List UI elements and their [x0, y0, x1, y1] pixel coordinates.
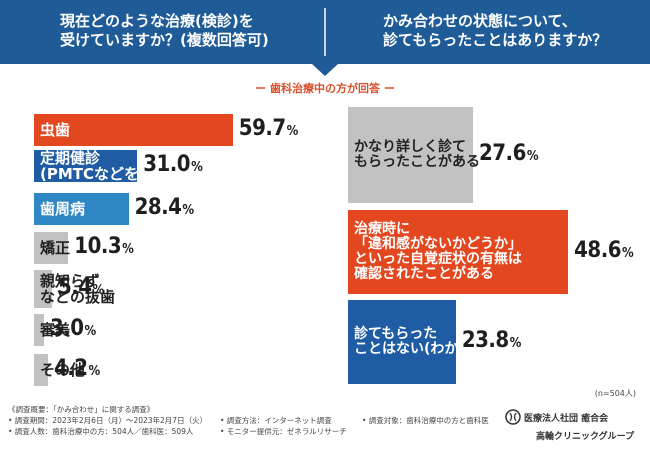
right-value-number-2: 23.8	[461, 328, 509, 353]
left-bar-label-4: 親知らず などの抜歯	[40, 272, 116, 306]
org-group-name: 高輪クリニックグループ	[536, 432, 635, 442]
footer-survey-method: • 調査方法：インターネット調査	[220, 416, 332, 425]
left-bar-label-0: 虫歯	[40, 121, 71, 139]
left-value-unit-3: %	[122, 242, 134, 257]
left-question-title: 現在どのような治療(検診)を 受けていますか？(複数回答可)	[60, 12, 269, 49]
right-bar-label-2: 診てもらった ことはない(わからない)	[354, 326, 507, 357]
right-value-number-0: 27.6	[479, 141, 526, 166]
left-bar-label-2: 歯周病	[40, 200, 86, 218]
right-bar-2	[348, 300, 456, 384]
left-value-4: 5.4%	[58, 275, 104, 300]
left-bar-6	[34, 354, 48, 386]
right-bar-label-1: 治療時に 「違和感がないかどうか」 といった自覚症状の有無は 確認されたことがあ…	[354, 221, 522, 282]
right-bar-0	[348, 107, 474, 203]
left-value-0: 59.7%	[238, 116, 299, 141]
left-value-number-5: 3.0	[49, 316, 84, 341]
right-value-1: 48.6%	[574, 238, 634, 263]
right-value-2: 23.8%	[461, 328, 522, 353]
right-value-0: 27.6%	[479, 141, 539, 166]
left-bar-4	[34, 270, 52, 308]
footer-survey-count: • 調査人数：歯科治療中の方：504人／歯科医：509人	[8, 427, 194, 436]
right-value-unit-1: %	[622, 246, 634, 261]
footer-survey-period: • 調査期間：2023年2月6日（月）～2023年2月7日（火）	[8, 416, 208, 425]
sample-size-note: (n=504人)	[594, 389, 636, 398]
left-bar-label-6: その他	[40, 361, 86, 379]
left-bar-label-1: 定期健診 (PMTCなどを含む)	[40, 149, 176, 183]
left-value-unit-4: %	[92, 283, 105, 298]
right-bar-label-0: かなり詳しく診て もらったことがある	[354, 139, 480, 170]
footer-survey-target: • 調査対象：歯科治療中の方と歯科医	[362, 416, 489, 425]
left-value-number-2: 28.4	[134, 195, 182, 220]
left-bar-1	[34, 150, 138, 182]
left-bar-5	[34, 314, 44, 346]
left-value-number-0: 59.7	[238, 116, 286, 141]
left-value-1: 31.0%	[143, 152, 203, 177]
left-bar-label-3: 矯正	[40, 239, 71, 257]
left-value-unit-1: %	[191, 160, 203, 175]
left-bar-3	[34, 232, 69, 264]
respondent-subtitle: ー 歯科治療中の方が回答 ー	[255, 82, 395, 95]
left-value-unit-6: %	[88, 364, 101, 379]
left-value-3: 10.3%	[74, 234, 134, 259]
left-value-unit-2: %	[182, 203, 194, 218]
org-name: 医療法人社団 癒合会	[524, 414, 609, 424]
right-value-unit-2: %	[509, 336, 522, 351]
right-value-unit-0: %	[526, 149, 539, 164]
clinic-logo	[505, 409, 521, 425]
left-value-unit-0: %	[286, 124, 299, 139]
right-question-title: かみ合わせの状態について、 診てもらったことはありますか？	[383, 12, 608, 49]
left-value-number-6: 4.2	[53, 356, 88, 381]
left-value-number-4: 5.4	[57, 275, 92, 300]
left-bar-0	[34, 114, 233, 146]
left-value-number-3: 10.3	[74, 234, 122, 259]
left-value-6: 4.2%	[54, 356, 100, 381]
left-value-5: 3.0%	[50, 316, 96, 341]
left-bar-2	[34, 193, 129, 225]
left-value-number-1: 31.0	[143, 152, 191, 177]
right-bar-1	[348, 210, 569, 294]
header-banner	[0, 0, 650, 76]
left-value-unit-5: %	[84, 324, 97, 339]
right-value-number-1: 48.6	[574, 238, 621, 263]
footer-survey-title: 《調査概要：「かみ合わせ」に関する調査》	[8, 405, 155, 414]
footer-monitor-provider: • モニター提供元：ゼネラルリサーチ	[220, 427, 347, 436]
left-bar-label-5: 審美	[40, 321, 71, 339]
left-value-2: 28.4%	[134, 195, 195, 220]
